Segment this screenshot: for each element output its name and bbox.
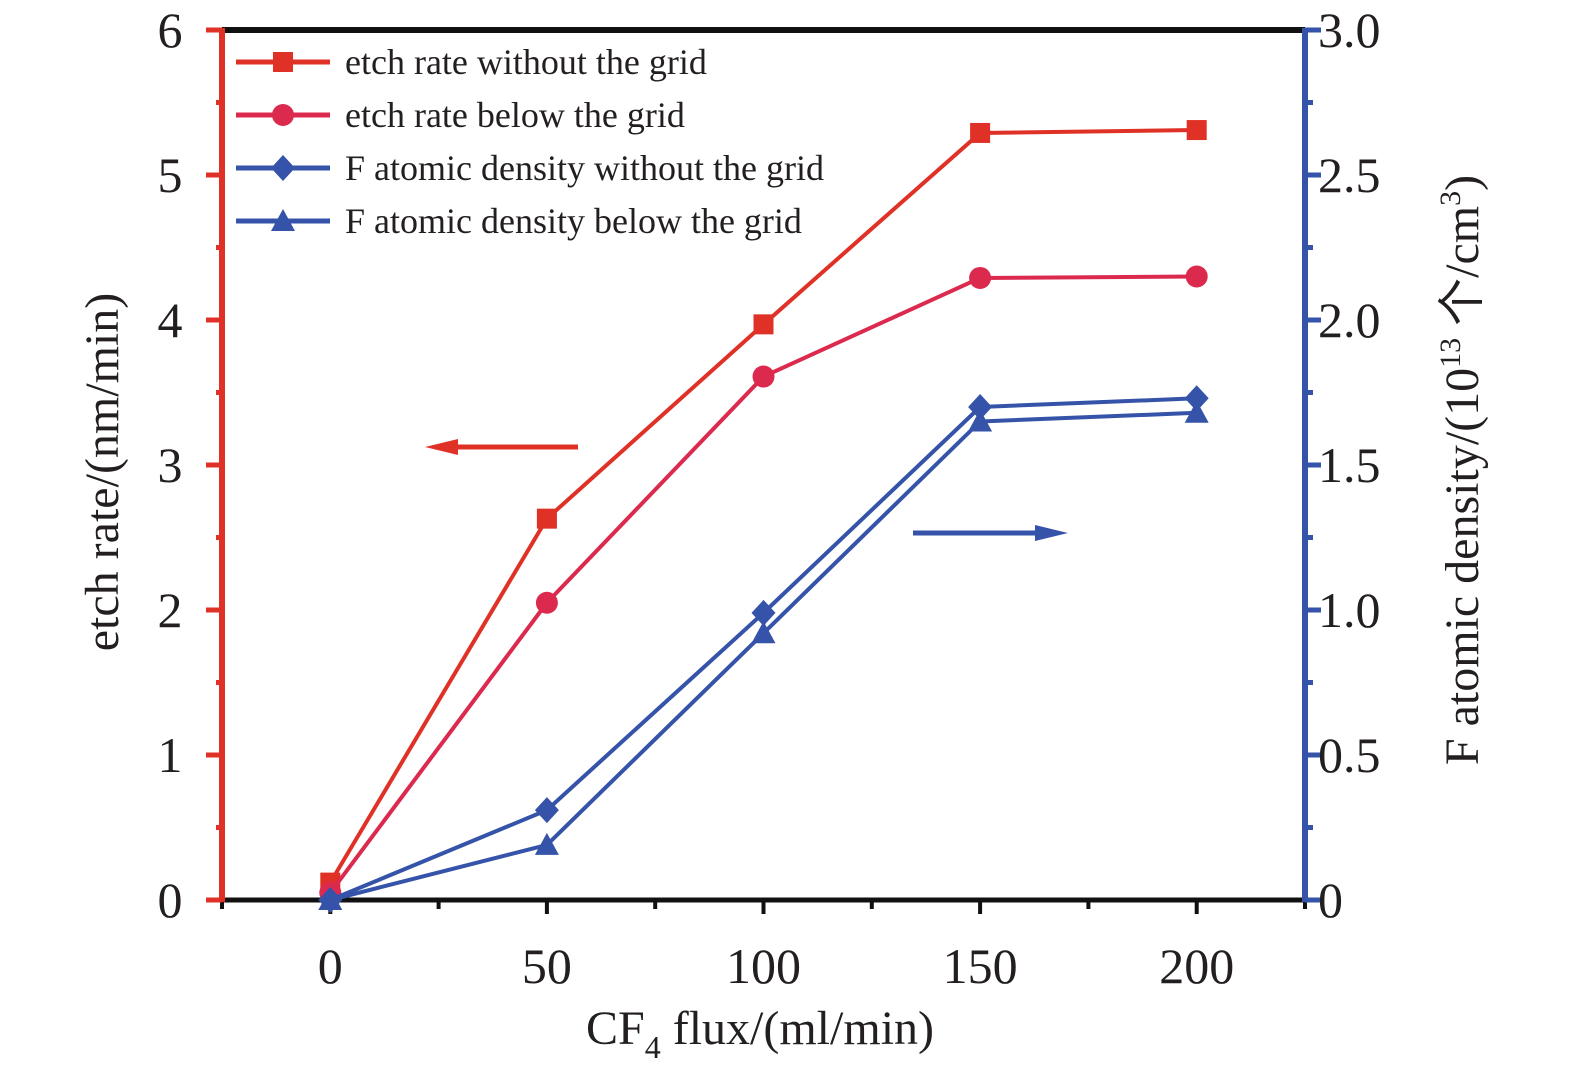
legend-item: F atomic density below the grid: [236, 201, 802, 241]
left-tick-label: 5: [158, 147, 183, 203]
series-4: [318, 400, 1209, 910]
right-tick-label: 1.5: [1318, 437, 1381, 493]
left-tick-label: 0: [158, 872, 183, 928]
right-y-axis-title: F atomic density/(1013 个/cm3): [1434, 175, 1489, 765]
data-point: [536, 508, 557, 529]
data-point: [535, 591, 558, 614]
data-point: [1184, 385, 1209, 412]
legend-marker-square-icon: [273, 52, 293, 72]
data-point: [1184, 400, 1209, 423]
right-tick-label: 0.5: [1318, 727, 1381, 783]
data-point: [751, 621, 776, 644]
data-point: [534, 797, 559, 824]
data-point: [970, 122, 991, 143]
data-point: [1186, 120, 1207, 141]
right-tick-label: 1.0: [1318, 582, 1381, 638]
left-tick-label: 2: [158, 582, 183, 638]
legend-item: etch rate below the grid: [236, 95, 685, 135]
data-point: [968, 394, 993, 420]
left-tick-label: 3: [158, 437, 183, 493]
left-y-axis-title: etch rate/(nm/min): [76, 293, 129, 652]
data-point: [534, 832, 559, 855]
right-y-axis: 0 0.5 1.0 1.5 2.0 2.5 3.0: [1302, 2, 1381, 928]
left-arrow-head-icon: [425, 439, 458, 455]
data-point: [969, 266, 992, 289]
left-tick-label: 4: [158, 292, 183, 348]
data-point: [318, 888, 343, 910]
left-y-axis: 0 1 2 3 4 5 6: [158, 2, 225, 928]
legend-label: etch rate below the grid: [345, 95, 685, 135]
data-point: [751, 599, 776, 626]
legend: etch rate without the grid etch rate belo…: [236, 42, 824, 241]
series-line: [328, 128, 1197, 884]
data-point: [968, 409, 993, 432]
legend-label: etch rate without the grid: [345, 42, 707, 82]
series-2: [319, 265, 1208, 904]
right-arrow-head-icon: [1035, 525, 1068, 541]
x-axis-title: CF4 flux/(ml/min): [586, 1002, 934, 1065]
legend-marker-circle-icon: [272, 104, 294, 126]
series-layer: [318, 120, 1209, 913]
series-line: [329, 396, 1197, 902]
x-tick-label: 0: [318, 938, 343, 994]
right-tick-label: 0: [1318, 872, 1343, 928]
legend-marker-triangle-icon: [271, 209, 295, 231]
legend-item: etch rate without the grid: [236, 42, 707, 82]
data-point: [1185, 265, 1208, 288]
legend-marker-diamond-icon: [271, 155, 295, 181]
data-point: [752, 365, 775, 388]
data-point: [753, 314, 774, 335]
right-tick-label: 2.5: [1318, 147, 1381, 203]
series-line: [329, 410, 1197, 902]
x-tick-label: 100: [726, 938, 801, 994]
x-axis: 0 50 100 150 200: [220, 897, 1307, 994]
x-tick-label: 150: [943, 938, 1018, 994]
x-tick-label: 200: [1159, 938, 1234, 994]
right-tick-label: 2.0: [1318, 292, 1381, 348]
series-1: [320, 120, 1207, 893]
legend-item: F atomic density without the grid: [236, 148, 824, 188]
legend-label: F atomic density without the grid: [345, 148, 824, 188]
series-3: [318, 385, 1209, 913]
left-tick-label: 1: [158, 727, 183, 783]
x-tick-label: 50: [522, 938, 572, 994]
axis-indicator-arrows: [425, 439, 1068, 541]
left-tick-label: 6: [158, 2, 183, 58]
right-tick-label: 3.0: [1318, 2, 1381, 58]
legend-label: F atomic density below the grid: [345, 201, 802, 241]
